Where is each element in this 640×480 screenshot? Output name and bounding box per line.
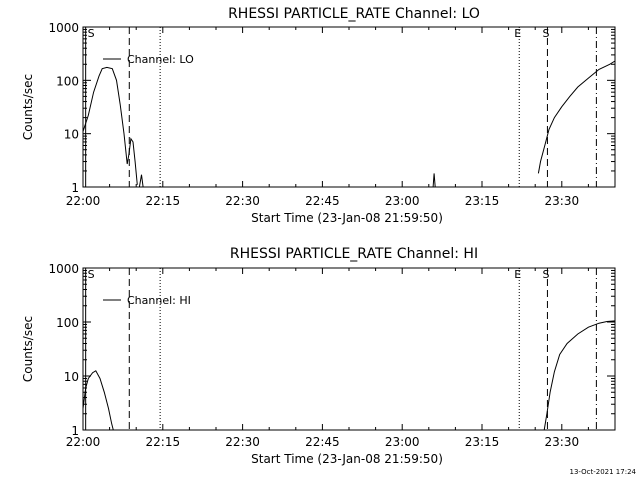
series-line-segment xyxy=(537,60,616,174)
y-tick-label: 1 xyxy=(71,424,79,438)
y-tick-label: 1 xyxy=(71,181,79,195)
marker-label: S xyxy=(88,27,95,40)
series-line-segment xyxy=(138,174,144,188)
x-tick-label: 22:45 xyxy=(305,435,340,449)
chart-panel-1: RHESSI PARTICLE_RATE Channel: HI 22:00 22:… xyxy=(21,246,616,466)
y-tick-label: 10 xyxy=(64,128,79,142)
series-line-segment xyxy=(432,173,436,188)
plot-frame xyxy=(82,267,616,431)
plot-frame xyxy=(82,26,616,188)
x-tick-label: 23:00 xyxy=(385,435,420,449)
x-tick-label: 23:00 xyxy=(385,194,420,208)
x-tick-label: 22:00 xyxy=(66,194,101,208)
y-tick-label: 1000 xyxy=(48,21,79,35)
x-axis-label: Start Time (23-Jan-08 21:59:50) xyxy=(251,211,443,225)
series-line-segment xyxy=(543,320,616,431)
chart-title: RHESSI PARTICLE_RATE Channel: LO xyxy=(228,6,480,22)
x-tick-label: 23:30 xyxy=(545,194,580,208)
legend-label: Channel: HI xyxy=(127,294,191,307)
y-tick-label: 100 xyxy=(56,74,79,88)
marker-label: E xyxy=(514,268,521,281)
series-line-segment xyxy=(82,66,138,185)
x-tick-label: 22:00 xyxy=(66,435,101,449)
marker-label: S xyxy=(542,268,549,281)
marker-label: S xyxy=(88,268,95,281)
footer-timestamp: 13-Oct-2021 17:24 xyxy=(570,468,637,476)
marker-label: E xyxy=(514,27,521,40)
x-tick-label: 23:15 xyxy=(465,194,500,208)
x-tick-label: 22:30 xyxy=(225,194,260,208)
x-axis-label: Start Time (23-Jan-08 21:59:50) xyxy=(251,452,443,466)
x-tick-label: 22:45 xyxy=(305,194,340,208)
x-tick-label: 22:15 xyxy=(146,435,181,449)
series-line-segment xyxy=(82,370,114,431)
y-tick-label: 100 xyxy=(56,316,79,330)
x-tick-label: 22:15 xyxy=(146,194,181,208)
chart-title: RHESSI PARTICLE_RATE Channel: HI xyxy=(230,246,478,262)
x-tick-label: 23:15 xyxy=(465,435,500,449)
marker-label: S xyxy=(542,27,549,40)
y-axis-label: Counts/sec xyxy=(21,316,35,382)
y-tick-label: 1000 xyxy=(48,262,79,276)
y-tick-label: 10 xyxy=(64,370,79,384)
x-tick-label: 23:30 xyxy=(545,435,580,449)
x-tick-label: 22:30 xyxy=(225,435,260,449)
legend-label: Channel: LO xyxy=(127,53,194,66)
y-axis-label: Counts/sec xyxy=(21,74,35,140)
chart-panel-0: RHESSI PARTICLE_RATE Channel: LO 22:00 22:… xyxy=(21,6,616,225)
